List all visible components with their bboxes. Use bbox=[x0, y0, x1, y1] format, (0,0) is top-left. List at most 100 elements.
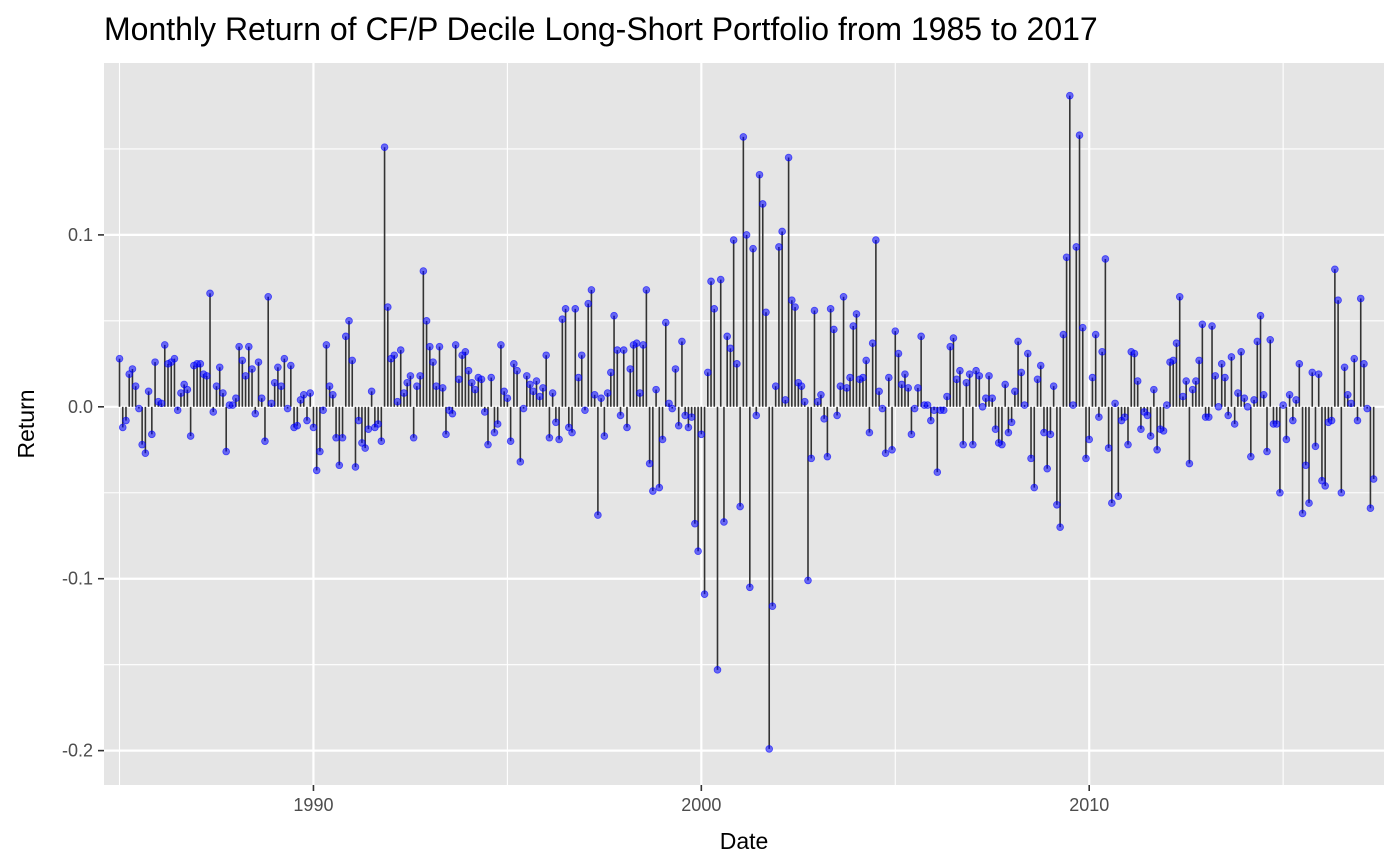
return-point bbox=[691, 519, 699, 528]
return-point bbox=[374, 420, 382, 428]
return-point bbox=[519, 404, 528, 413]
return-point bbox=[1363, 404, 1371, 413]
return-point bbox=[131, 382, 140, 390]
return-point bbox=[267, 399, 276, 408]
return-point bbox=[1046, 430, 1055, 439]
return-point bbox=[768, 602, 777, 611]
return-point bbox=[422, 317, 431, 325]
return-point bbox=[891, 327, 900, 335]
return-point bbox=[500, 387, 508, 396]
return-point bbox=[1295, 360, 1304, 368]
return-point bbox=[1182, 377, 1190, 385]
return-point bbox=[668, 404, 677, 413]
return-point bbox=[1321, 482, 1329, 490]
return-point bbox=[607, 368, 615, 377]
return-point bbox=[652, 385, 660, 394]
return-point bbox=[1360, 360, 1368, 368]
return-point bbox=[661, 318, 670, 327]
return-point bbox=[807, 454, 816, 463]
return-point bbox=[813, 397, 822, 406]
x-tick-label: 2000 bbox=[681, 795, 721, 815]
return-point bbox=[1369, 475, 1378, 483]
return-point bbox=[503, 394, 512, 403]
return-point bbox=[338, 433, 347, 442]
return-point bbox=[319, 406, 327, 415]
return-point bbox=[765, 745, 774, 753]
return-point bbox=[904, 384, 913, 392]
return-point bbox=[1130, 349, 1139, 358]
return-point bbox=[842, 384, 851, 392]
return-point bbox=[535, 392, 544, 401]
return-point bbox=[1230, 420, 1239, 428]
return-point bbox=[1227, 353, 1236, 361]
return-point bbox=[380, 143, 389, 152]
return-point bbox=[539, 384, 547, 392]
return-point bbox=[493, 420, 502, 428]
return-point bbox=[952, 375, 961, 384]
return-point bbox=[138, 440, 146, 449]
return-point bbox=[413, 382, 421, 390]
return-point bbox=[681, 411, 689, 420]
return-point bbox=[849, 322, 858, 330]
minor-gridlines bbox=[104, 63, 1384, 785]
return-point bbox=[451, 341, 460, 349]
return-point bbox=[797, 382, 806, 390]
return-point bbox=[429, 358, 437, 366]
return-point bbox=[299, 390, 308, 399]
return-point bbox=[1195, 356, 1203, 365]
return-point bbox=[587, 286, 596, 294]
return-points bbox=[115, 91, 1378, 753]
return-point bbox=[626, 365, 635, 373]
return-point bbox=[1214, 403, 1223, 411]
return-point bbox=[600, 432, 609, 440]
return-point bbox=[1298, 509, 1307, 518]
return-point bbox=[1311, 442, 1320, 451]
return-point bbox=[878, 404, 887, 413]
return-point bbox=[526, 380, 534, 389]
return-point bbox=[568, 428, 576, 437]
return-point bbox=[345, 317, 353, 325]
return-point bbox=[1266, 335, 1275, 344]
return-point bbox=[545, 433, 554, 442]
return-point bbox=[1175, 292, 1184, 301]
return-point bbox=[241, 372, 250, 380]
return-point bbox=[981, 394, 990, 403]
return-point bbox=[1066, 91, 1074, 100]
return-point bbox=[736, 502, 744, 511]
return-point bbox=[758, 200, 767, 208]
return-point bbox=[865, 428, 874, 437]
return-point bbox=[277, 382, 285, 390]
return-point bbox=[771, 382, 780, 390]
return-point bbox=[907, 430, 916, 439]
return-point bbox=[804, 576, 812, 585]
return-point bbox=[215, 363, 224, 372]
return-point bbox=[1085, 435, 1094, 444]
return-point bbox=[917, 332, 925, 341]
return-point bbox=[649, 487, 657, 495]
return-point bbox=[484, 440, 492, 449]
return-point bbox=[1053, 500, 1061, 509]
return-point bbox=[280, 354, 289, 363]
return-point bbox=[552, 418, 560, 427]
return-point bbox=[316, 447, 324, 456]
return-point bbox=[826, 305, 835, 313]
return-point bbox=[584, 299, 593, 308]
return-point bbox=[1146, 432, 1155, 440]
return-point bbox=[118, 423, 127, 432]
return-point bbox=[1169, 356, 1178, 365]
return-point bbox=[1337, 488, 1346, 497]
return-point bbox=[287, 361, 295, 370]
return-point bbox=[1250, 396, 1258, 404]
return-point bbox=[716, 275, 725, 284]
return-point bbox=[623, 423, 631, 432]
return-point bbox=[1243, 403, 1252, 411]
return-point bbox=[949, 334, 958, 342]
return-point bbox=[830, 325, 838, 334]
return-point bbox=[403, 378, 411, 387]
return-point bbox=[613, 346, 622, 354]
return-point bbox=[1072, 243, 1081, 251]
return-point bbox=[820, 415, 828, 423]
return-point bbox=[1143, 411, 1152, 420]
return-point bbox=[642, 286, 651, 294]
x-axis-ticks: 1990 2000 2010 bbox=[293, 785, 1109, 815]
